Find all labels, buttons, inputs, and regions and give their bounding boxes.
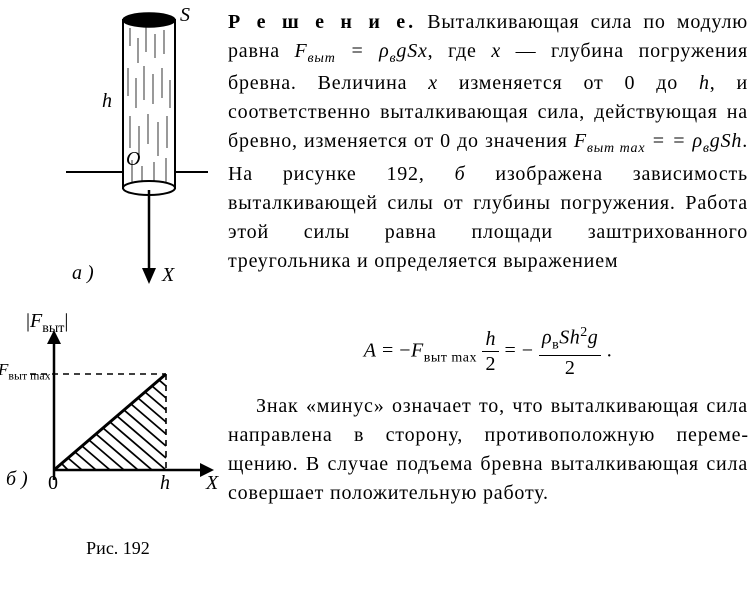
figure-caption: Рис. 192 [8, 538, 228, 559]
yls: выт [42, 321, 64, 336]
figure-b-wrap: |Fвыт| Fвыт max 0 h X б ) Рис. 192 [8, 312, 228, 559]
t-bit: б [455, 163, 466, 185]
fdot: . [601, 339, 612, 361]
f1d: 2 [482, 352, 499, 374]
solution-paragraph-1: Р е ш е н и е. Выталкивающая сила по мод… [228, 8, 748, 276]
right-col-bottom: A = −Fвыт max h 2 = − ρвSh2g 2 . Знак «м… [228, 312, 748, 508]
label-b: б ) [6, 468, 28, 491]
ylabel: |Fвыт| [26, 310, 68, 337]
bottom-row: |Fвыт| Fвыт max 0 h X б ) Рис. 192 A = −… [8, 312, 748, 559]
fF: F [411, 339, 424, 361]
ylF: F [30, 310, 42, 332]
f2na: ρ [542, 327, 552, 349]
t-f2s: выт max [587, 141, 645, 156]
f1n: h [482, 329, 499, 352]
frac2: ρвSh2g 2 [539, 326, 601, 378]
page: S h O а ) X Р е ш е н и е. Выталкивающая… [8, 8, 748, 559]
ymax-label: Fвыт max [0, 360, 50, 383]
f2d: 2 [539, 356, 601, 378]
label-S: S [180, 4, 190, 27]
t-p1b: , где [428, 40, 492, 62]
label-O: O [126, 148, 140, 171]
figure-b-svg [8, 312, 228, 512]
f2nc: g [588, 327, 599, 349]
f2n: ρвSh2g [539, 326, 601, 356]
t-f2s2: в [703, 141, 710, 156]
f2nb: Sh [559, 327, 580, 349]
t-xv2: x [428, 72, 438, 94]
t-f1e: = ρ [336, 40, 390, 62]
fe2: = − [499, 339, 534, 361]
figure-b: |Fвыт| Fвыт max 0 h X б ) [8, 312, 228, 532]
t-f1s: выт [308, 51, 336, 66]
top-row: S h O а ) X Р е ш е н и е. Выталкивающая… [8, 8, 748, 308]
t-f1l: F [295, 40, 308, 62]
t-hv: h [699, 72, 710, 94]
yl2: | [64, 310, 68, 332]
fA: A [364, 339, 377, 361]
fe1: = − [376, 339, 411, 361]
h-tick-label: h [160, 472, 170, 495]
label-a: а ) [72, 262, 94, 285]
frac1: h 2 [482, 329, 499, 374]
figure-a: S h O а ) X [8, 8, 228, 308]
figure-a-svg [8, 8, 228, 308]
t-f2l: F [574, 130, 587, 152]
title: Р е ш е н и е. [228, 11, 416, 33]
t-xv1: x [491, 40, 501, 62]
fFs: выт max [424, 350, 477, 365]
solution-paragraph-2: Знак «минус» означает то, что выталкиваю… [228, 392, 748, 508]
t-f1r: gSx [396, 40, 427, 62]
xlabel: X [206, 472, 218, 495]
label-h: h [102, 90, 112, 113]
origin-label: 0 [48, 472, 58, 495]
yml-s: выт max [8, 368, 50, 382]
f2nsup: 2 [580, 325, 588, 340]
t-f2e: = = ρ [645, 130, 703, 152]
formula-A: A = −Fвыт max h 2 = − ρвSh2g 2 . [228, 326, 748, 378]
label-X: X [162, 264, 174, 287]
t-f2r: gSh [710, 130, 742, 152]
t-p2a: Знак «минус» означает то, что выталкиваю… [228, 395, 748, 504]
t-p1d: изменяется от 0 до [438, 72, 699, 94]
